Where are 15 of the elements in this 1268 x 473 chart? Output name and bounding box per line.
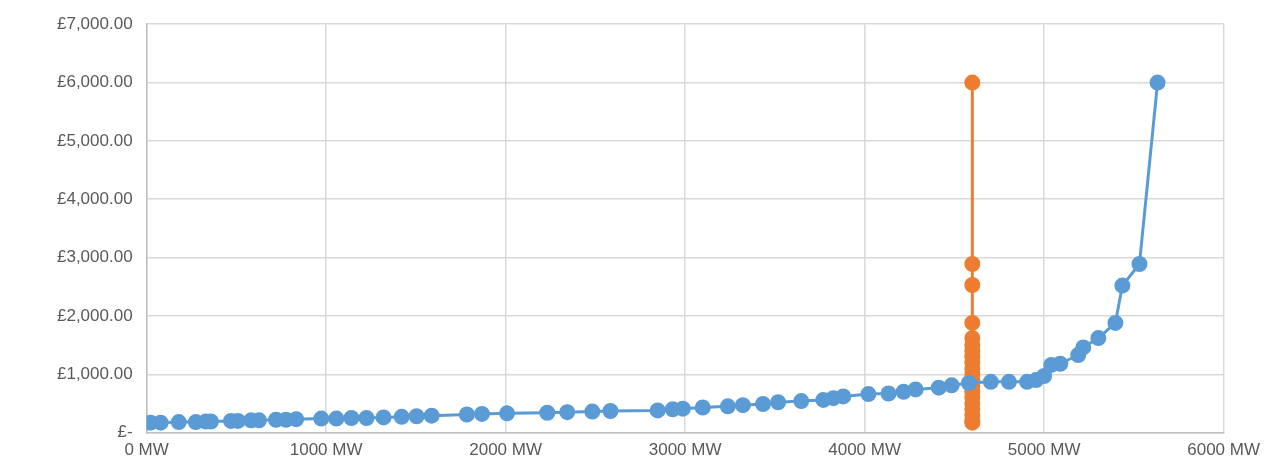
y-tick-label: £2,000.00 xyxy=(56,305,133,325)
x-tick-label: 6000 MW xyxy=(1187,440,1260,460)
y-tick-label: £3,000.00 xyxy=(56,247,133,267)
x-tick-label: 5000 MW xyxy=(1007,440,1081,460)
x-tick-label: 3000 MW xyxy=(648,440,722,460)
x-tick-label: 0 MW xyxy=(124,440,169,460)
x-tick-label: 4000 MW xyxy=(828,440,901,460)
y-tick-label: £6,000.00 xyxy=(56,72,133,92)
y-tick-label: £1,000.00 xyxy=(56,363,133,383)
x-tick-label: 1000 MW xyxy=(289,440,363,460)
y-tick-label: £5,000.00 xyxy=(56,130,133,150)
y-tick-label: £7,000.00 xyxy=(56,13,133,33)
x-tick-label: 2000 MW xyxy=(469,440,542,460)
y-tick-label: £4,000.00 xyxy=(56,188,133,208)
y-tick-label: £- xyxy=(117,422,133,442)
